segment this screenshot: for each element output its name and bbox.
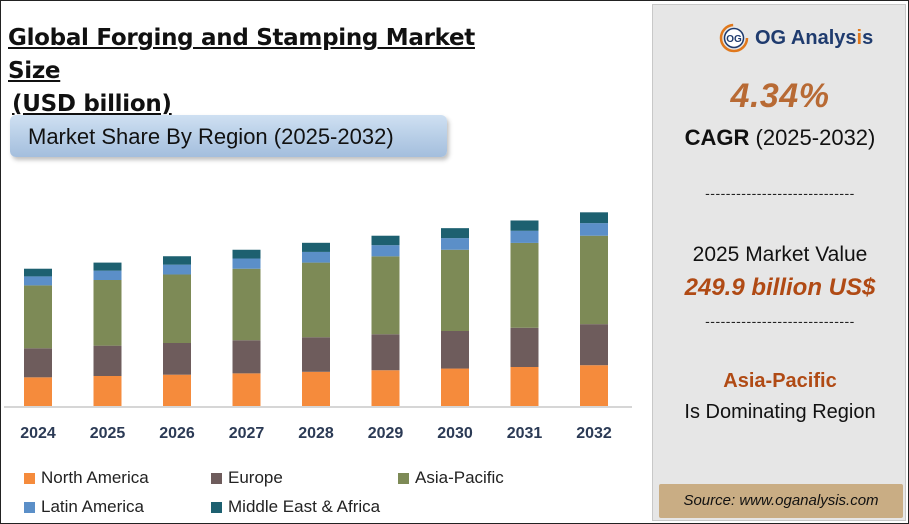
x-tick-label-2029: 2029 <box>368 425 404 442</box>
x-tick-label-2027: 2027 <box>229 425 265 442</box>
legend-swatch <box>398 472 409 484</box>
chart-legend: North America Europe Asia-Pacific Latin Ame… <box>24 468 624 520</box>
bar-2028-middle-east-africa <box>302 242 330 252</box>
bar-2027-europe <box>232 340 261 374</box>
logo-wordmark-main: OG Analys <box>755 26 857 49</box>
legend-item-europe: Europe <box>211 468 283 488</box>
market-value: 249.9 billion US$ <box>684 274 876 301</box>
legend-swatch <box>24 472 35 484</box>
cagr-label: CAGR (2025-2032) <box>653 125 907 151</box>
bar-2030-europe <box>441 331 469 369</box>
bar-2032-north-america <box>580 365 608 406</box>
stacked-bar-chart: 2024 2025 2026 2027 2028 2029 2030 2031 2032 <box>4 212 632 442</box>
bar-2028-asia-pacific <box>302 262 330 338</box>
bar-2026-europe <box>163 343 191 375</box>
cagr-label-bold: CAGR <box>684 125 750 150</box>
market-value-label: 2025 Market Value <box>692 243 868 266</box>
dominant-region-label: Is Dominating Region <box>684 401 876 423</box>
bar-2029-latin-america <box>371 245 400 257</box>
x-tick-label-2025: 2025 <box>90 425 126 442</box>
og-logo-icon-text: OG <box>726 34 742 45</box>
x-tick-label-2024: 2024 <box>20 425 56 442</box>
bar-2030-asia-pacific <box>441 249 469 331</box>
summary-panel: OG OG Analysis 4.34% CAGR (2025-2032) --… <box>652 4 906 521</box>
bar-2025-north-america <box>93 376 122 406</box>
bar-2030-north-america <box>441 368 469 406</box>
bar-2027-asia-pacific <box>232 268 261 341</box>
bar-2027-latin-america <box>232 258 261 269</box>
bar-2025-asia-pacific <box>93 280 122 346</box>
bar-2028-europe <box>302 337 330 372</box>
legend-swatch <box>24 501 35 513</box>
x-tick-label-2031: 2031 <box>507 425 543 442</box>
og-analysis-logo: OG OG Analysis <box>719 23 873 53</box>
bar-2029-north-america <box>371 370 400 406</box>
bar-2031-middle-east-africa <box>510 220 539 231</box>
legend-label: Asia-Pacific <box>415 468 504 487</box>
bar-2024-europe <box>24 348 52 378</box>
bar-2031-north-america <box>510 367 539 406</box>
bar-2028-latin-america <box>302 251 330 263</box>
legend-label: Europe <box>228 468 283 487</box>
bar-2024-middle-east-africa <box>24 268 52 277</box>
bar-2025-europe <box>93 345 122 376</box>
bar-2029-asia-pacific <box>371 256 400 335</box>
x-tick-label-2032: 2032 <box>576 425 612 442</box>
bar-2027-middle-east-africa <box>232 249 261 259</box>
bar-2026-middle-east-africa <box>163 256 191 265</box>
bar-2031-asia-pacific <box>510 242 539 328</box>
bar-2024-latin-america <box>24 276 52 286</box>
legend-item-asia-pacific: Asia-Pacific <box>398 468 504 488</box>
divider-bottom: ----------------------------- <box>705 313 855 329</box>
bar-2025-latin-america <box>93 270 122 280</box>
x-tick-labels: 2024 2025 2026 2027 2028 2029 2030 2031 2032 <box>20 425 612 442</box>
og-logo-icon: OG <box>719 23 749 53</box>
source-note: Source: www.oganalysis.com <box>659 484 903 518</box>
legend-item-middle-east-africa: Middle East & Africa <box>211 497 380 517</box>
bar-2024-north-america <box>24 377 52 406</box>
bar-2031-latin-america <box>510 230 539 243</box>
legend-item-north-america: North America <box>24 468 149 488</box>
bar-2031-europe <box>510 327 539 367</box>
chart-title: Global Forging and Stamping Market Size … <box>8 22 528 121</box>
chart-title-line1: Global Forging and Stamping Market Size <box>8 25 475 84</box>
bar-2026-asia-pacific <box>163 274 191 343</box>
chart-title-line2: (USD billion) <box>12 91 172 117</box>
x-tick-label-2026: 2026 <box>159 425 195 442</box>
bar-2032-latin-america <box>580 223 608 236</box>
legend-label: Latin America <box>41 497 144 516</box>
bar-2032-asia-pacific <box>580 235 608 325</box>
logo-wordmark-end: s <box>862 26 874 49</box>
cagr-value: 4.34% <box>730 77 830 115</box>
bar-2026-north-america <box>163 374 191 406</box>
region-share-banner: Market Share By Region (2025-2032) <box>10 115 447 157</box>
dominant-region: Asia-Pacific <box>723 370 837 392</box>
divider-top: ----------------------------- <box>705 185 855 201</box>
logo-wordmark: OG Analysis <box>755 27 873 50</box>
bar-2032-europe <box>580 324 608 366</box>
bar-2026-latin-america <box>163 264 191 275</box>
logo-wordmark-accent: i <box>856 26 863 49</box>
bar-2028-north-america <box>302 371 330 406</box>
bar-2032-middle-east-africa <box>580 212 608 224</box>
bar-2029-europe <box>371 334 400 371</box>
bar-2029-middle-east-africa <box>371 235 400 246</box>
cagr-label-period: (2025-2032) <box>749 125 876 150</box>
legend-label: Middle East & Africa <box>228 497 381 516</box>
bar-2025-middle-east-africa <box>93 262 122 271</box>
bar-2030-middle-east-africa <box>441 228 469 239</box>
legend-swatch <box>211 472 222 484</box>
bar-2030-latin-america <box>441 238 469 250</box>
legend-item-latin-america: Latin America <box>24 497 144 517</box>
x-tick-label-2030: 2030 <box>437 425 473 442</box>
bar-2027-north-america <box>232 373 261 406</box>
bar-2024-asia-pacific <box>24 285 52 349</box>
legend-label: North America <box>41 468 149 487</box>
x-tick-label-2028: 2028 <box>298 425 334 442</box>
bars-group <box>24 212 608 406</box>
legend-swatch <box>211 501 222 513</box>
